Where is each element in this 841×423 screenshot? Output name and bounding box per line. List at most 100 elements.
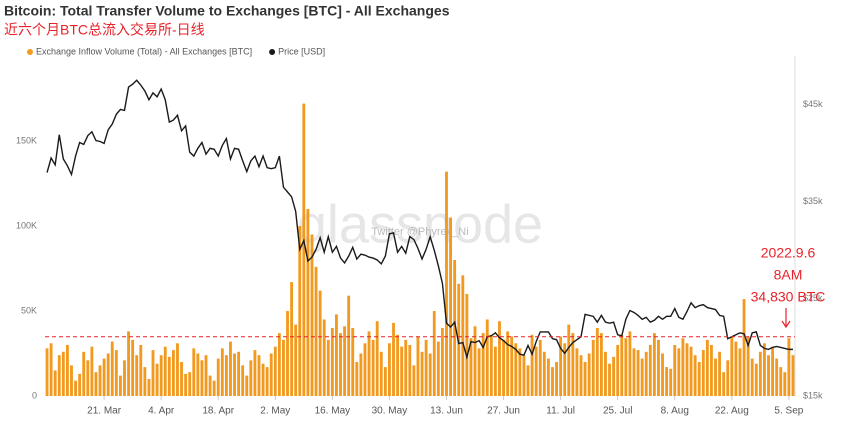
bar [57,355,61,396]
bar [151,350,155,396]
bar [502,339,505,396]
x-tick-label: 13. Jun [430,406,463,417]
bar [530,334,534,396]
bar [188,372,192,396]
bar [286,311,289,396]
bar [473,326,477,396]
bar [359,353,363,396]
bar [102,358,106,396]
bar [65,345,69,396]
bar [408,345,412,396]
bar [583,362,587,396]
bar [143,367,147,396]
bar [673,345,677,396]
bar [481,333,485,396]
bar [424,339,428,396]
bar [302,103,306,396]
x-tick-label: 8. Aug [661,406,689,417]
bar [787,338,791,396]
legend-swatch [27,49,33,55]
bar [546,358,550,396]
bar [551,367,554,396]
bar [697,362,701,396]
x-tick-label: 30. May [372,406,408,417]
bar [110,341,114,396]
bar [78,373,82,396]
bar [436,341,440,396]
bar [758,351,762,396]
bar [465,294,469,396]
bar [685,343,689,396]
bar [714,358,717,396]
bar [555,362,558,396]
bar [127,331,130,396]
bar [139,345,143,396]
price-line [46,79,793,360]
legend-label: Price [USD] [278,46,325,56]
bar [771,346,775,396]
y-tick-label: 150K [16,135,37,145]
bar [563,343,567,396]
bar [184,373,188,396]
bar [70,365,73,396]
bar [233,353,236,396]
bar [526,365,530,396]
annotation-arrow [781,308,791,329]
annotation-text: 8AM [774,267,803,283]
bar [322,319,326,396]
bar [534,346,538,396]
bar [710,345,713,396]
bar [754,363,758,396]
bar [147,379,151,396]
bar [718,351,722,396]
bar [396,334,400,396]
bar [616,345,620,396]
bar [343,326,347,396]
bar [498,321,501,396]
bar [282,339,285,396]
bar [224,355,228,396]
bar [624,338,628,396]
bar [261,363,265,396]
bar [98,365,102,396]
bar [326,339,330,396]
bar [567,324,571,396]
bar [693,355,697,396]
bar [180,362,183,396]
bar [644,351,648,396]
bar [49,343,53,396]
y2-tick-label: $45k [803,99,823,109]
bar [775,358,779,396]
bar [290,282,294,396]
bar [518,348,522,396]
bar [355,362,359,396]
y-tick-label: 0 [32,390,37,400]
bar [392,322,395,396]
bar [612,356,616,396]
bar [330,328,334,396]
bar [306,209,310,396]
bar [469,338,473,396]
bar [363,343,367,396]
bar [485,319,489,396]
bar [106,353,110,396]
bar [388,343,391,396]
bar [432,311,436,396]
bar [595,328,599,396]
bar [750,358,754,396]
bar [294,324,298,396]
legend-label: Exchange Inflow Volume (Total) - All Exc… [36,46,252,56]
bar [314,266,318,396]
bar [579,355,583,396]
bar [249,360,253,396]
bar [652,333,656,396]
bar [53,370,57,396]
bar [428,353,432,396]
bar [767,355,770,396]
bar [575,348,579,396]
bar [587,353,591,396]
bar [61,351,65,396]
bar [689,346,693,396]
x-tick-label: 11. Jul [546,406,575,417]
bar [86,360,90,396]
